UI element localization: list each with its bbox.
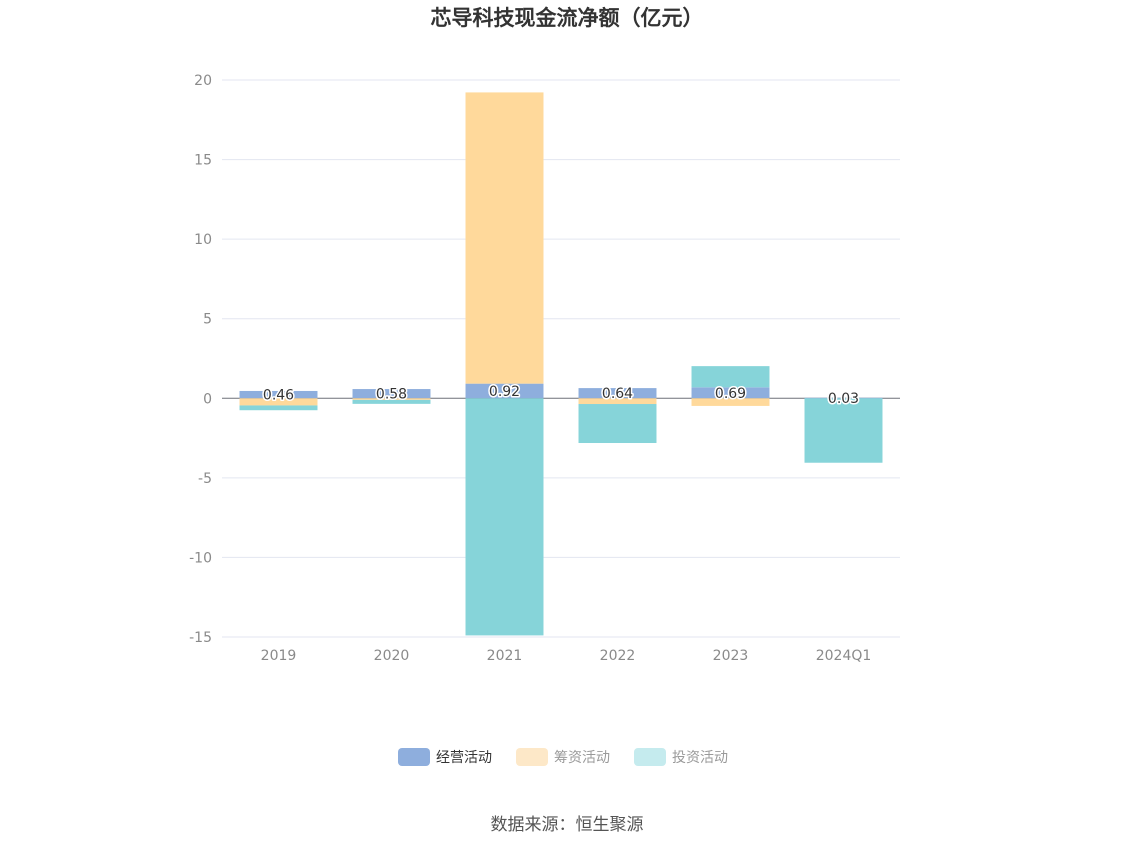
bar-segment bbox=[352, 398, 431, 400]
y-tick-label: 20 bbox=[194, 73, 212, 89]
bar-segment bbox=[578, 404, 657, 444]
data-label: 0.46 bbox=[263, 388, 294, 404]
x-tick-label: 2022 bbox=[600, 648, 636, 664]
bar-segment bbox=[465, 398, 544, 636]
data-source: 数据来源：恒生聚源 bbox=[491, 815, 644, 835]
bar-segment bbox=[465, 92, 544, 384]
y-tick-label: -15 bbox=[189, 630, 212, 646]
y-tick-label: -5 bbox=[198, 471, 212, 487]
x-tick-label: 2020 bbox=[374, 648, 410, 664]
bar-segment bbox=[691, 387, 770, 399]
x-tick-label: 2023 bbox=[713, 648, 749, 664]
data-labels: 2019 0.46 2020 0.58 2021 0.92 2022 0.64 2023 0.69… bbox=[261, 382, 872, 664]
bar-segment bbox=[239, 405, 318, 411]
legend-swatch bbox=[398, 748, 430, 766]
data-label: 0.69 bbox=[715, 386, 746, 402]
data-label: 0.64 bbox=[602, 386, 633, 402]
y-tick-label: -10 bbox=[189, 550, 212, 566]
bar-segment bbox=[239, 398, 318, 406]
chart-title: 芯导科技现金流净额（亿元） bbox=[431, 6, 704, 30]
data-label: 0.03 bbox=[828, 391, 859, 407]
bars bbox=[239, 92, 883, 636]
bar-segment bbox=[578, 388, 657, 399]
bar-segment bbox=[239, 390, 318, 399]
legend-label: 经营活动 bbox=[436, 750, 492, 766]
x-tick-label: 2019 bbox=[261, 648, 297, 664]
y-tick-label: 10 bbox=[194, 232, 212, 248]
y-tick-label: 0 bbox=[203, 391, 212, 407]
x-tick-label: 2021 bbox=[487, 648, 523, 664]
legend-label: 投资活动 bbox=[672, 750, 728, 766]
bar-segment bbox=[465, 383, 544, 399]
grid: 20 15 10 5 0 -5 -10 -15 bbox=[189, 73, 900, 646]
bar-segment bbox=[804, 398, 883, 463]
bar-segment bbox=[352, 389, 431, 399]
y-tick-label: 15 bbox=[194, 153, 212, 169]
legend-swatch bbox=[634, 748, 666, 766]
bar-segment bbox=[352, 399, 431, 404]
legend-swatch bbox=[516, 748, 548, 766]
legend: 经营活动 筹资活动 投资活动 bbox=[398, 748, 728, 766]
data-label: 0.58 bbox=[376, 387, 407, 403]
bar-segment bbox=[691, 366, 770, 388]
bar-segment bbox=[691, 398, 770, 406]
x-tick-label: 2024Q1 bbox=[816, 648, 872, 664]
data-label: 0.92 bbox=[489, 384, 520, 400]
y-tick-label: 5 bbox=[203, 312, 212, 328]
bar-segment bbox=[578, 398, 657, 405]
legend-item[interactable]: 投资活动 bbox=[634, 748, 728, 766]
legend-item[interactable]: 经营活动 bbox=[398, 748, 492, 766]
legend-label: 筹资活动 bbox=[554, 749, 610, 766]
legend-item[interactable]: 筹资活动 bbox=[516, 748, 610, 766]
